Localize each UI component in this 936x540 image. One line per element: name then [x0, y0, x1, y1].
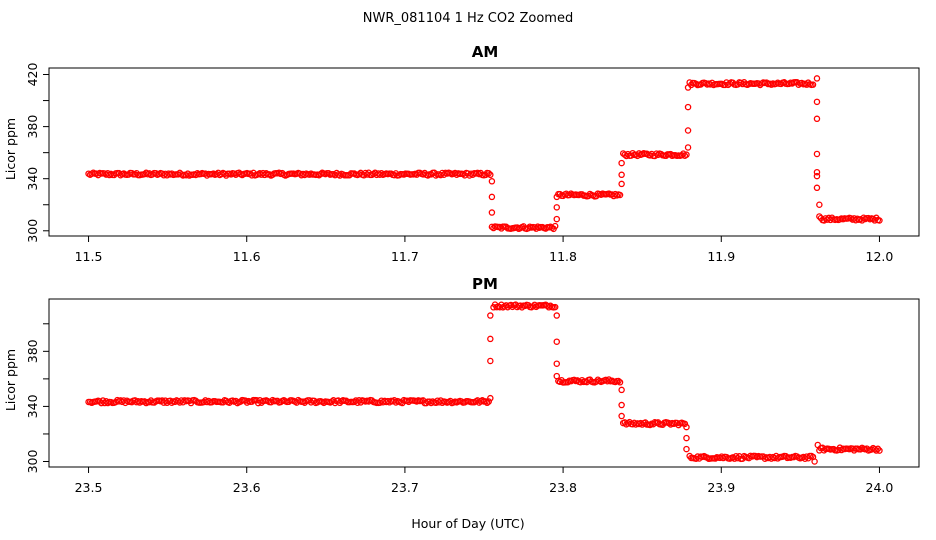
am-transition-point	[488, 223, 496, 231]
pm-transition-point	[683, 445, 690, 453]
pm-transition-point	[683, 434, 690, 442]
pm-y-tick-label: 340	[25, 394, 40, 418]
pm-data-point	[616, 379, 624, 386]
am-x-tick-label: 11.6	[233, 249, 261, 264]
am-transition-point	[813, 115, 821, 123]
am-transition-point	[618, 171, 625, 179]
am-transition-point	[813, 168, 821, 176]
x-axis-label: Hour of Day (UTC)	[411, 516, 524, 531]
am-transition-point	[553, 215, 561, 223]
pm-axis-ticks: 23.5 23.6 23.7 23.8 23.9 24.0 300 340 380	[25, 323, 894, 495]
am-transition-point	[684, 144, 692, 151]
am-x-tick-label: 11.7	[391, 249, 419, 264]
am-transition-point	[813, 184, 821, 192]
am-plot-frame	[48, 67, 920, 237]
pm-transition-point	[683, 423, 690, 431]
pm-data-point	[482, 398, 489, 405]
am-transition-point	[813, 98, 821, 106]
pm-data-point	[873, 447, 880, 454]
pm-transition-point	[487, 394, 494, 402]
am-transition-point	[488, 193, 496, 201]
am-panel-title: AM	[472, 43, 499, 61]
pm-x-tick-label: 23.9	[707, 480, 735, 495]
am-transition-point	[618, 180, 625, 188]
pm-transition-point	[618, 386, 625, 394]
pm-x-tick-label: 23.7	[391, 480, 419, 495]
am-transition-point	[488, 178, 496, 185]
pm-transition-point	[553, 360, 561, 367]
pm-y-axis-label: Licor ppm	[3, 349, 18, 411]
am-data-point	[809, 81, 817, 88]
pm-panel-title: PM	[472, 275, 498, 293]
am-data-point	[485, 170, 492, 177]
am-transition-point	[813, 172, 821, 180]
pm-data-point	[518, 304, 526, 311]
pm-transition-point	[487, 357, 494, 365]
am-transition-point	[488, 209, 496, 216]
am-transition-point	[813, 150, 821, 158]
pm-transition-point	[553, 372, 561, 380]
am-transition-point	[684, 103, 692, 111]
am-data-point	[876, 217, 883, 224]
pm-x-tick-label: 24.0	[866, 480, 894, 495]
am-transition-point	[816, 201, 823, 208]
pm-x-tick-label: 23.5	[75, 480, 103, 495]
pm-data-point	[117, 397, 124, 404]
am-transition-point	[684, 127, 692, 134]
pm-data-point	[681, 420, 689, 428]
pm-transition-point	[618, 412, 625, 420]
pm-transition-point	[811, 458, 818, 465]
pm-data-point	[551, 303, 559, 311]
am-transition-point	[816, 213, 823, 220]
pm-transition-point	[553, 338, 561, 345]
am-axis-ticks: 11.5 11.6 11.7 11.8 11.9 12.0 300 340 380 420	[25, 63, 893, 264]
am-data-point	[487, 171, 494, 179]
pm-transition-point	[487, 335, 494, 343]
am-x-tick-label: 11.9	[707, 249, 735, 264]
am-y-tick-label: 300	[25, 219, 40, 243]
am-panel: AM Licor ppm 11.5 11.6 11.7 11.8 11.9 12.0 300…	[3, 43, 920, 264]
pm-transition-point	[553, 312, 561, 319]
am-transition-point	[553, 204, 561, 211]
pm-data-points	[85, 301, 883, 465]
am-x-tick-label: 12.0	[866, 249, 894, 264]
am-y-axis-label: Licor ppm	[3, 118, 18, 180]
am-transition-point	[813, 75, 821, 82]
am-data-point	[616, 191, 624, 199]
am-x-tick-label: 11.8	[549, 249, 577, 264]
am-transition-point	[553, 193, 561, 201]
am-transition-point	[618, 159, 625, 167]
pm-transition-point	[487, 312, 494, 319]
am-transition-point	[684, 84, 692, 91]
pm-y-tick-label: 300	[25, 450, 40, 474]
am-data-point	[683, 151, 690, 158]
pm-data-point	[876, 447, 883, 454]
pm-panel: PM Licor ppm 23.5 23.6 23.7 23.8 23.9 24.0 300…	[3, 275, 920, 495]
pm-transition-point	[618, 401, 625, 409]
am-data-points	[85, 75, 883, 233]
pm-plot-frame	[48, 298, 920, 468]
pm-x-tick-label: 23.6	[233, 480, 261, 495]
am-data-point	[551, 222, 559, 230]
pm-data-point	[485, 398, 492, 405]
chart-main-title: NWR_081104 1 Hz CO2 Zoomed	[363, 11, 573, 26]
am-y-tick-label: 380	[25, 115, 40, 139]
am-data-point	[629, 149, 636, 157]
pm-x-tick-label: 23.8	[549, 480, 577, 495]
pm-y-tick-label: 380	[25, 339, 40, 363]
pm-transition-point	[814, 441, 822, 449]
am-y-tick-label: 340	[25, 167, 40, 191]
am-y-tick-label: 420	[25, 63, 40, 87]
pm-data-point	[768, 455, 775, 462]
am-x-tick-label: 11.5	[75, 249, 103, 264]
